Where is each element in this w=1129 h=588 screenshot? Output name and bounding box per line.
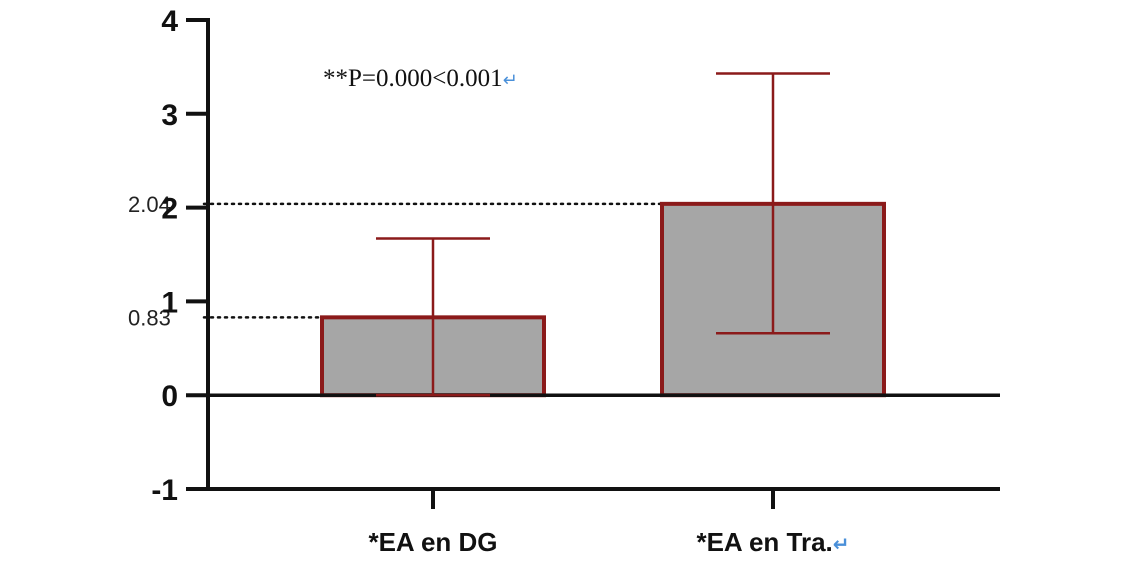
reference-label-2: 2.04 (128, 192, 171, 217)
reference-lines (202, 202, 666, 319)
reference-label-1: 0.83 (128, 305, 171, 330)
y-tick-label: 0 (161, 380, 178, 413)
return-mark: ↵ (833, 532, 850, 556)
category-label-1: *EA en DG (368, 527, 497, 557)
y-tick-label: -1 (151, 474, 178, 507)
p-value-annotation: **P=0.000<0.001↵ (323, 65, 518, 92)
labels: 0.83 2.04 -1 0 1 2 3 4 *EA en DG *EA en Tra.↵ **P=… (128, 5, 850, 557)
y-tick-label: 1 (161, 286, 178, 319)
y-tick-label: 2 (161, 193, 178, 226)
return-mark: ↵ (503, 70, 518, 91)
y-tick-label: 4 (161, 5, 178, 38)
y-tick-label: 3 (161, 99, 178, 132)
axes (186, 18, 1000, 509)
bars (320, 201, 886, 398)
category-label-2: *EA en Tra.↵ (696, 527, 849, 557)
